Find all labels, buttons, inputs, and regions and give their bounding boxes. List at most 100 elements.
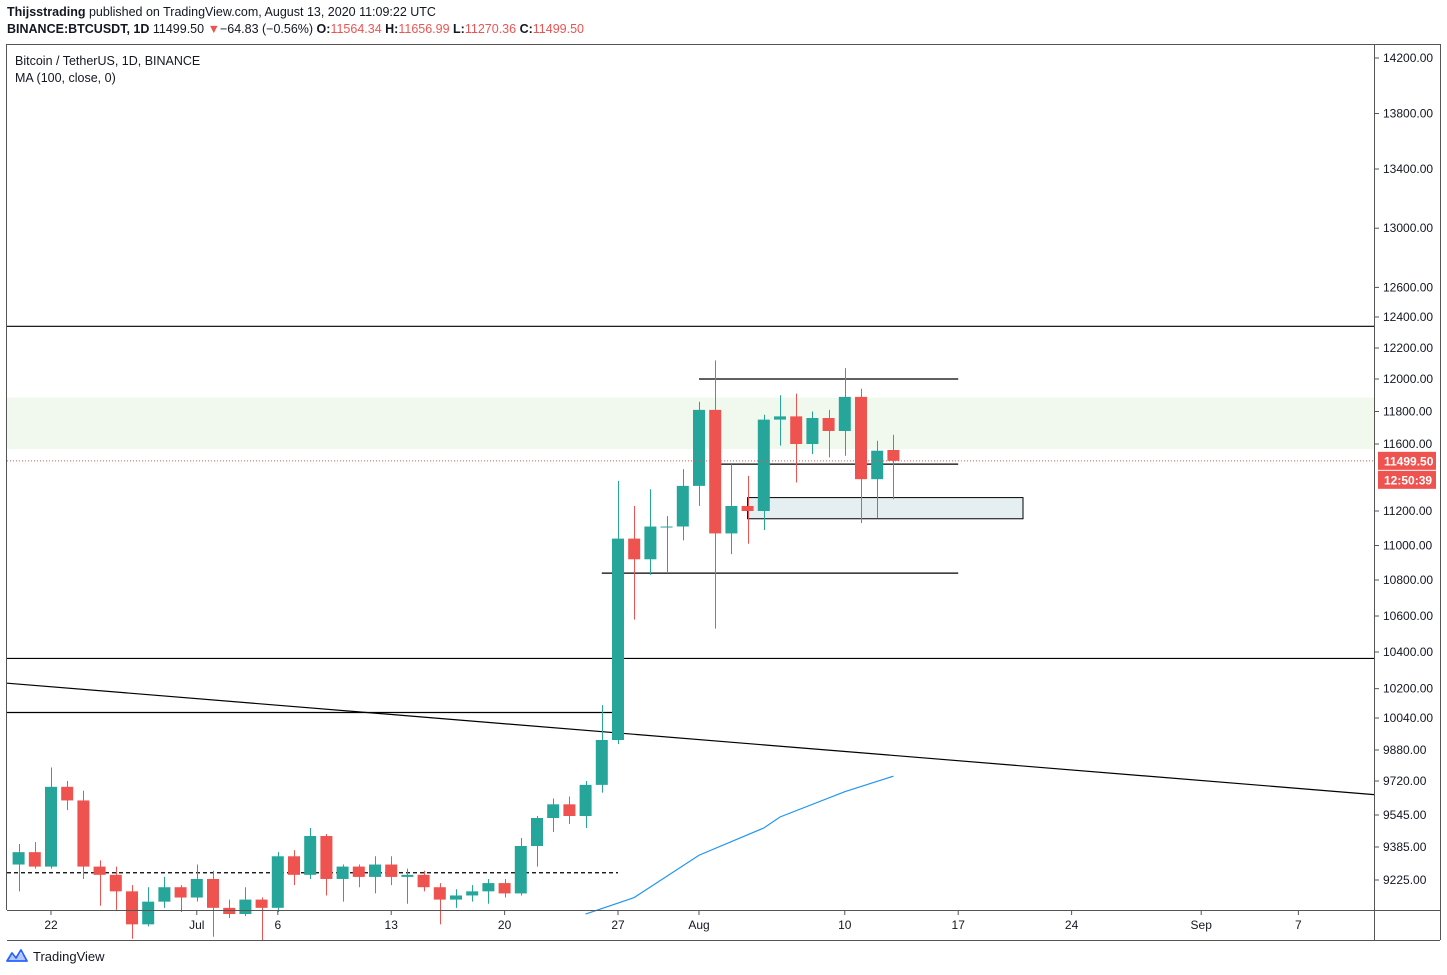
candle-body [207, 878, 219, 908]
legend-title[interactable]: Bitcoin / TetherUS, 1D, BINANCE [15, 54, 201, 68]
last-price-tag[interactable] [1378, 451, 1436, 470]
candle[interactable] [450, 889, 462, 908]
candle[interactable] [612, 480, 624, 744]
candle-body [644, 526, 657, 560]
candle[interactable] [644, 489, 657, 575]
candle[interactable] [109, 866, 122, 910]
price-tick-label: 14200.00 [1383, 51, 1433, 65]
candle[interactable] [628, 505, 641, 620]
footer[interactable]: TradingView [6, 947, 105, 965]
price-tick-label: 9385.00 [1383, 840, 1427, 854]
candle[interactable] [871, 440, 884, 518]
demand-box[interactable] [747, 497, 1024, 520]
candle[interactable] [174, 885, 187, 912]
candle[interactable] [498, 878, 511, 898]
candle[interactable] [466, 885, 479, 902]
candle[interactable] [514, 838, 527, 896]
candle[interactable] [693, 401, 705, 506]
candle-body [77, 800, 90, 867]
price-tick-label: 9880.00 [1383, 743, 1427, 757]
published-text: published on TradingView.com, August 13,… [88, 5, 436, 19]
candle[interactable] [401, 868, 414, 904]
candle[interactable] [288, 850, 300, 886]
author-name[interactable]: Thijsstrading [7, 5, 86, 19]
candle[interactable] [190, 864, 203, 902]
candle-body [855, 396, 867, 480]
candle-body [547, 804, 560, 818]
candle[interactable] [304, 828, 317, 879]
descending-trendline[interactable] [6, 682, 1375, 796]
candle[interactable] [579, 781, 592, 828]
price-tick-label: 11200.00 [1383, 504, 1432, 518]
candle[interactable] [385, 856, 398, 886]
candle[interactable] [271, 852, 284, 912]
legend-indicator[interactable]: MA (100, close, 0) [15, 71, 116, 85]
candle[interactable] [142, 887, 155, 927]
candle-body [757, 419, 770, 511]
time-tick-label: 17 [952, 918, 966, 932]
price-tick-label: 11000.00 [1383, 539, 1432, 553]
candle[interactable] [806, 411, 819, 455]
candle-body [417, 874, 430, 888]
candle[interactable] [417, 870, 430, 892]
candle-body [498, 883, 511, 894]
candle[interactable] [28, 842, 41, 869]
candle-layer[interactable] [12, 360, 900, 941]
candle[interactable] [741, 475, 754, 544]
candle[interactable] [822, 409, 835, 458]
candle[interactable] [45, 767, 57, 869]
candle[interactable] [433, 883, 446, 925]
candle[interactable] [223, 899, 236, 919]
candle-body [806, 418, 819, 444]
close-label: C: [519, 22, 533, 36]
candle[interactable] [369, 856, 381, 894]
price-tick-label: 10800.00 [1383, 573, 1433, 587]
candle-body [838, 396, 851, 431]
candle[interactable] [320, 834, 333, 896]
candle[interactable] [660, 516, 673, 574]
candle[interactable] [757, 414, 770, 530]
open-value: 11564.34 [330, 22, 382, 36]
candle[interactable] [676, 469, 689, 541]
candle[interactable] [547, 798, 560, 832]
candle[interactable] [158, 876, 171, 908]
candle[interactable] [93, 860, 106, 906]
last-price-tag-label: 11499.50 [1384, 454, 1434, 468]
candle[interactable] [77, 790, 90, 879]
time-tick-label: 24 [1065, 918, 1079, 932]
candle[interactable] [255, 897, 268, 941]
candle-body [595, 740, 608, 785]
candle[interactable] [352, 864, 365, 888]
candle[interactable] [336, 864, 349, 902]
candle[interactable] [531, 816, 543, 867]
candle[interactable] [887, 434, 900, 500]
candle-body [271, 856, 284, 908]
candle[interactable] [12, 844, 25, 892]
price-tick-label: 13800.00 [1383, 107, 1433, 121]
candle[interactable] [774, 395, 786, 446]
candle[interactable] [838, 368, 851, 456]
candle-body [142, 901, 155, 925]
time-tick-label: 20 [498, 918, 512, 932]
candle[interactable] [61, 781, 74, 811]
price-tick-label: 11800.00 [1383, 405, 1432, 419]
candle-body [433, 887, 446, 900]
candle[interactable] [126, 885, 138, 939]
time-tick-label: 27 [611, 918, 625, 932]
candle[interactable] [239, 887, 252, 917]
candle[interactable] [563, 796, 576, 824]
candle-body [514, 846, 527, 894]
candle[interactable] [790, 393, 803, 483]
price-tick-label: 13000.00 [1383, 221, 1433, 235]
candle[interactable] [855, 388, 867, 524]
candle[interactable] [709, 360, 722, 629]
time-tick-label: 7 [1295, 918, 1302, 932]
candle[interactable] [595, 705, 608, 793]
candle[interactable] [482, 878, 495, 904]
candle[interactable] [725, 464, 738, 555]
axis-layer[interactable]: 14200.00 13800.00 13400.00 13000.00 12600.00… [6, 44, 1441, 941]
ma-layer [7, 460, 1374, 915]
price-tick-label: 13400.00 [1383, 162, 1433, 176]
candle[interactable] [207, 870, 219, 937]
